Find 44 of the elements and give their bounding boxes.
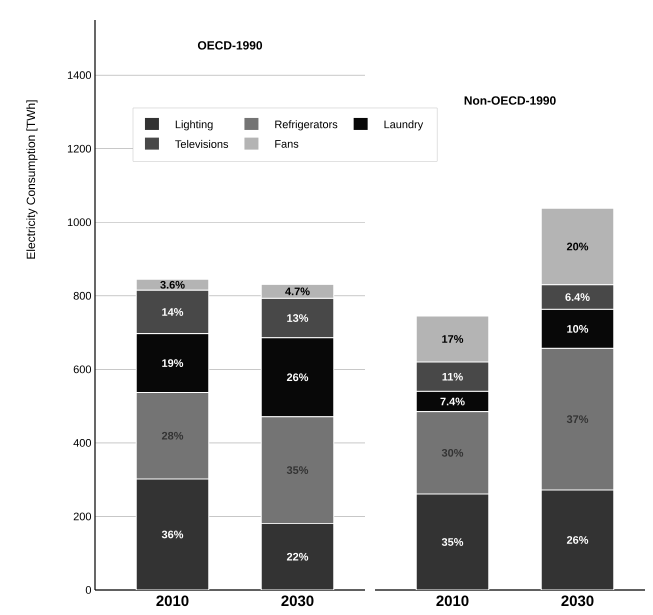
annotation: 37% [566,415,588,424]
x-tick-label: 2010 [156,596,188,606]
y-tick-label: 400 [73,439,92,447]
legend-label: Lighting [176,120,213,130]
annotation: 35% [286,466,308,474]
y-tick-label: 0 [86,586,92,594]
bar [540,489,614,590]
legend-label: Televisions [175,140,228,148]
y-axis-title: Electricity Consumption [TWh] [26,100,38,259]
y-tick-label: 1400 [68,71,92,80]
annotation: 11% [442,372,463,381]
text: Non-OECD-1990 [464,96,556,105]
annotation: 7.4% [440,398,465,406]
annotation: 13% [287,314,308,322]
annotation: 4.7% [285,288,310,296]
annotation: 35% [442,538,464,546]
annotation: 20% [566,242,588,250]
annotation: 22% [286,552,308,561]
annotation: 30% [442,448,464,457]
y-tick-label: 600 [74,365,92,374]
bar [416,494,490,590]
annotation: 3.6% [160,280,185,289]
legend-label: Laundry [384,120,424,130]
annotation: 10% [567,325,588,333]
x-tick-label: 2030 [561,596,594,606]
annotation: 17% [442,335,464,343]
legend-label: Refrigerators [275,120,338,130]
annotation: 19% [162,359,184,367]
legend-label: Fans [275,140,298,148]
annotation: 14% [162,308,184,316]
annotation: 36% [162,530,184,538]
annotation: 26% [566,536,588,544]
annotation: 26% [286,373,308,382]
x-tick-label: 2030 [281,596,314,606]
annotation: 6.4% [565,293,590,301]
text: OECD-1990 [198,41,262,50]
y-tick-label: 800 [74,292,92,300]
y-tick-label: 200 [74,512,92,520]
y-tick-label: 1000 [68,218,92,226]
bar [136,478,210,590]
bar [260,522,334,590]
annotation: 28% [162,432,184,440]
x-tick-label: 2010 [436,596,468,606]
y-tick-label: 1200 [68,144,92,153]
